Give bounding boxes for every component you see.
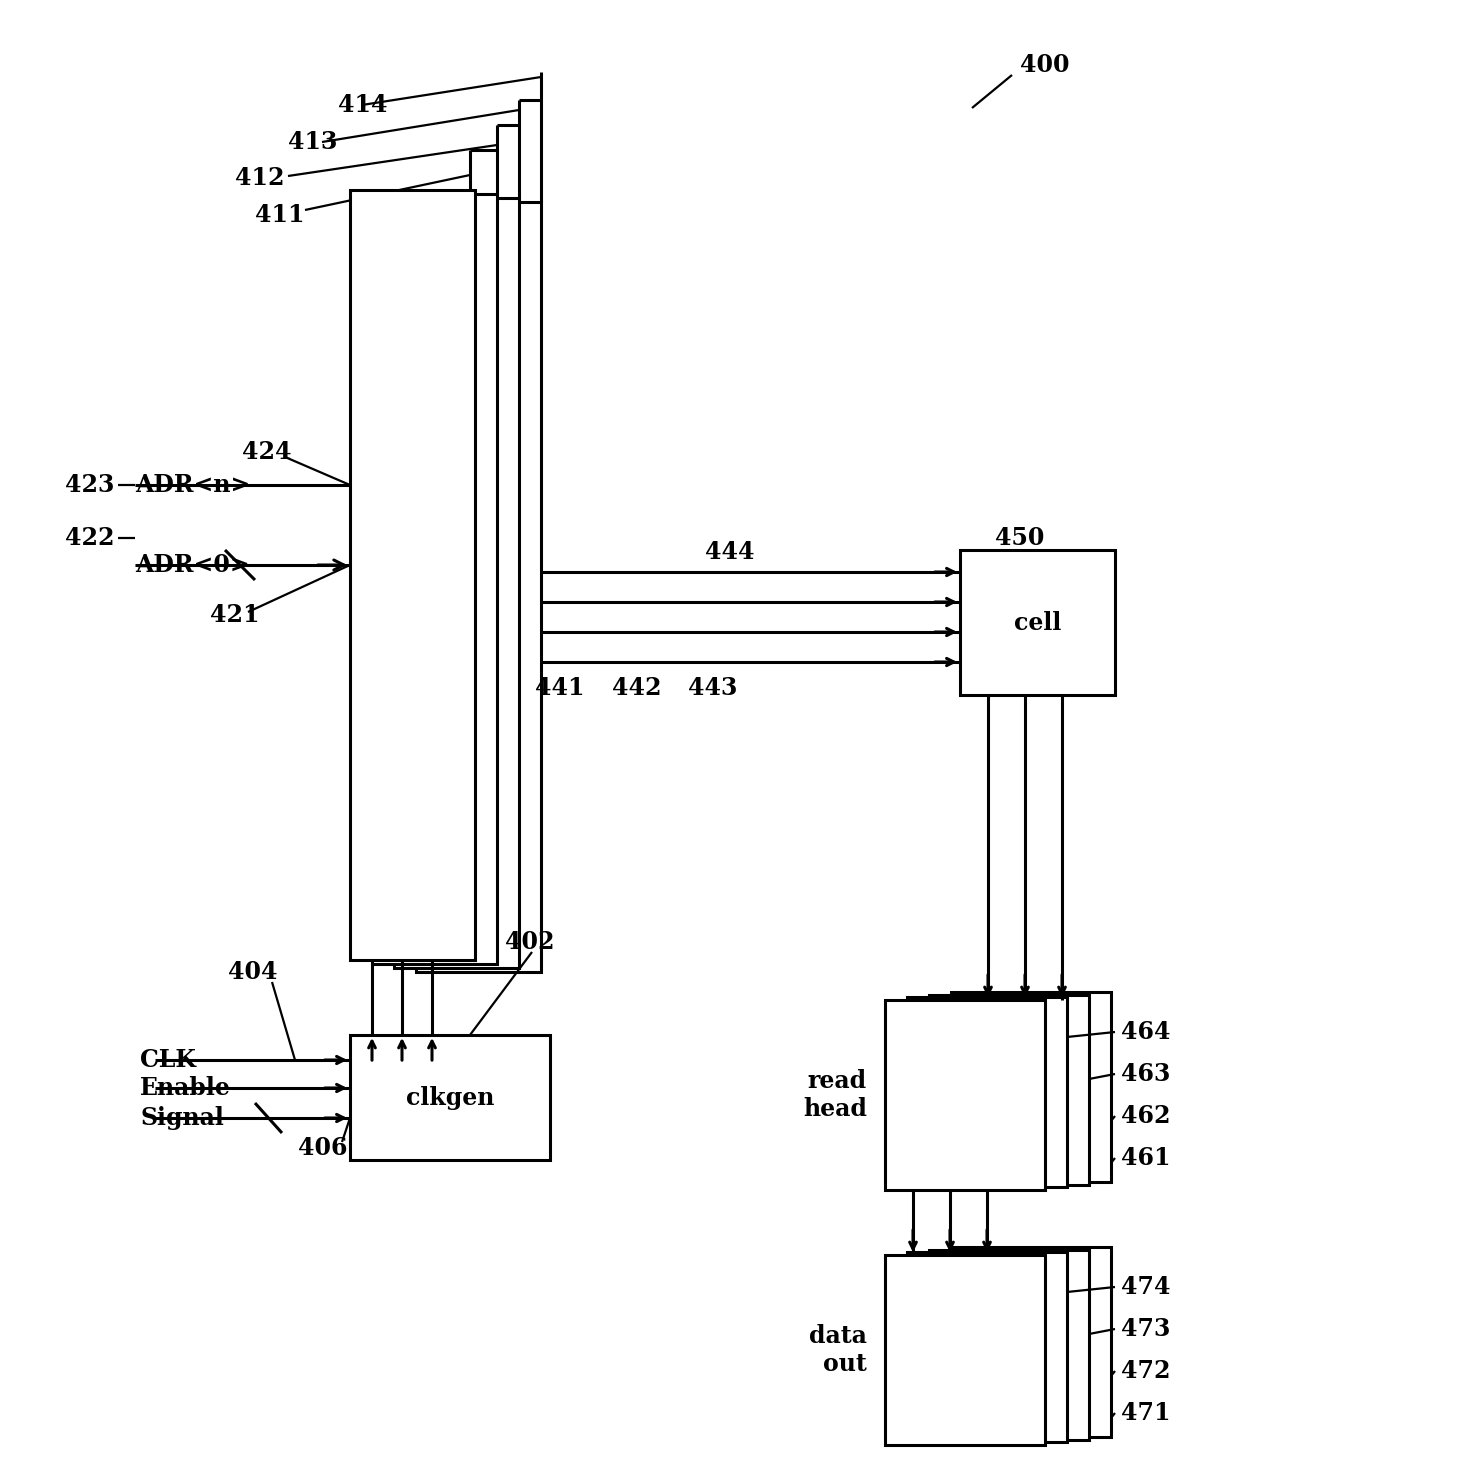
Text: 443: 443 bbox=[687, 676, 737, 700]
Text: 411: 411 bbox=[255, 203, 305, 226]
Text: CLK: CLK bbox=[140, 1048, 196, 1072]
Bar bbox=[929, 995, 1089, 1185]
Text: 450: 450 bbox=[995, 526, 1044, 549]
Text: read
head: read head bbox=[804, 1069, 867, 1121]
Text: 421: 421 bbox=[210, 603, 259, 627]
Bar bbox=[885, 1255, 1045, 1445]
Text: 472: 472 bbox=[1122, 1359, 1170, 1384]
Text: 423: 423 bbox=[65, 473, 115, 497]
Text: 474: 474 bbox=[1122, 1275, 1170, 1299]
Bar bbox=[929, 1249, 1089, 1439]
Text: 413: 413 bbox=[289, 130, 337, 153]
Bar bbox=[951, 1248, 1111, 1438]
Text: 441: 441 bbox=[534, 676, 584, 700]
Bar bbox=[372, 194, 498, 964]
Text: 400: 400 bbox=[1020, 53, 1070, 77]
Text: data
out: data out bbox=[810, 1324, 867, 1376]
Bar bbox=[951, 992, 1111, 1182]
Text: 424: 424 bbox=[241, 440, 291, 465]
Text: ADR<n>: ADR<n> bbox=[135, 473, 250, 497]
Bar bbox=[960, 549, 1114, 695]
Text: 414: 414 bbox=[339, 94, 387, 117]
Text: 461: 461 bbox=[1122, 1145, 1170, 1170]
Bar bbox=[417, 202, 542, 972]
Text: clkgen: clkgen bbox=[406, 1086, 495, 1109]
Text: 471: 471 bbox=[1122, 1401, 1170, 1424]
Text: 462: 462 bbox=[1122, 1105, 1170, 1128]
Text: 406: 406 bbox=[297, 1137, 347, 1160]
Bar bbox=[350, 190, 475, 960]
Text: 422: 422 bbox=[65, 526, 115, 549]
Text: Enable: Enable bbox=[140, 1075, 231, 1100]
Bar bbox=[885, 999, 1045, 1191]
Text: 412: 412 bbox=[236, 167, 284, 190]
Text: 464: 464 bbox=[1122, 1020, 1170, 1045]
Text: Signal: Signal bbox=[140, 1106, 224, 1129]
Text: 442: 442 bbox=[612, 676, 661, 700]
Text: 473: 473 bbox=[1122, 1316, 1170, 1341]
Text: 404: 404 bbox=[228, 960, 278, 985]
Text: 463: 463 bbox=[1122, 1062, 1170, 1086]
Bar bbox=[394, 197, 520, 969]
Text: cell: cell bbox=[1014, 611, 1061, 634]
Bar bbox=[907, 1252, 1067, 1442]
Bar bbox=[907, 998, 1067, 1188]
Bar bbox=[350, 1034, 551, 1160]
Text: 402: 402 bbox=[505, 931, 555, 954]
Text: ADR<0>: ADR<0> bbox=[135, 554, 250, 577]
Text: 444: 444 bbox=[705, 541, 755, 564]
